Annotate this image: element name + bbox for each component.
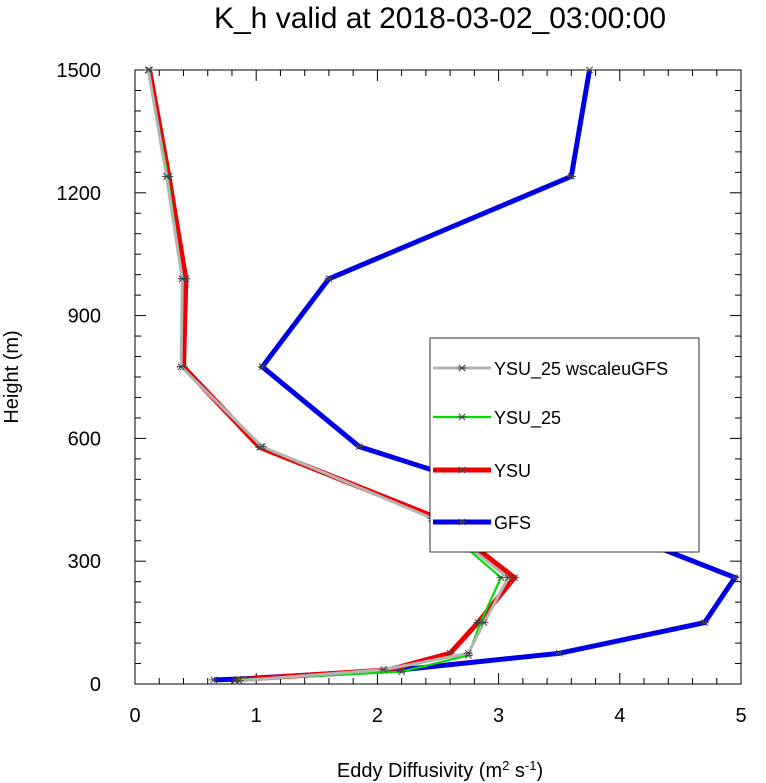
x-tick-label: 2 <box>372 705 383 727</box>
data-point <box>257 443 267 451</box>
x-tick-label: 1 <box>251 705 262 727</box>
data-point <box>554 649 564 657</box>
axes: 0 1 2 3 4 5 0 300 600 900 1200 1500 <box>57 60 747 727</box>
data-point <box>234 677 244 685</box>
data-point <box>503 574 513 582</box>
legend-item-gfs: GFS <box>433 513 531 533</box>
x-tick-label: 5 <box>735 705 746 727</box>
data-point <box>700 619 710 627</box>
x-axis-title: Eddy Diffusivity (m2 s-1) <box>337 758 543 783</box>
legend-marker <box>457 364 467 372</box>
data-point <box>176 363 186 371</box>
legend-item-ysu: YSU <box>433 461 531 481</box>
data-point <box>257 363 267 371</box>
data-point <box>354 443 364 451</box>
legend-label: GFS <box>494 513 531 533</box>
legend: YSU_25 wscaleuGFS YSU_25 YSU GFS <box>429 337 700 553</box>
data-point <box>143 66 153 74</box>
legend-box <box>429 337 700 553</box>
x-tick-label: 3 <box>493 705 504 727</box>
legend-item-ysu-25: YSU_25 <box>433 408 561 429</box>
legend-marker <box>457 413 467 421</box>
y-tick-label: 300 <box>68 551 101 573</box>
y-tick-label: 0 <box>90 674 101 696</box>
legend-label: YSU_25 <box>494 408 561 429</box>
y-tick-label: 600 <box>68 428 101 450</box>
data-point <box>397 668 407 676</box>
legend-label: YSU <box>494 461 531 481</box>
data-point <box>479 619 489 627</box>
data-point <box>209 676 219 684</box>
legend-label: YSU_25 wscaleuGFS <box>494 359 668 380</box>
y-tick-label: 1200 <box>57 183 102 205</box>
chart-title: K_h valid at 2018-03-02_03:00:00 <box>214 2 666 35</box>
data-point <box>730 574 740 582</box>
data-point <box>177 275 187 283</box>
data-point <box>378 666 388 674</box>
data-point <box>463 649 473 657</box>
data-point <box>324 275 334 283</box>
data-point <box>162 172 172 180</box>
y-axis-title: Height (m) <box>1 330 23 423</box>
legend-marker <box>457 518 467 526</box>
data-point <box>566 172 576 180</box>
data-point <box>585 66 594 74</box>
y-tick-label: 900 <box>68 306 101 328</box>
x-tick-label: 0 <box>129 705 140 727</box>
y-tick-label: 1500 <box>57 60 102 82</box>
legend-marker <box>457 466 467 474</box>
x-tick-label: 4 <box>614 705 625 727</box>
legend-item-ysu-25-wscaleugfs: YSU_25 wscaleuGFS <box>433 359 668 380</box>
